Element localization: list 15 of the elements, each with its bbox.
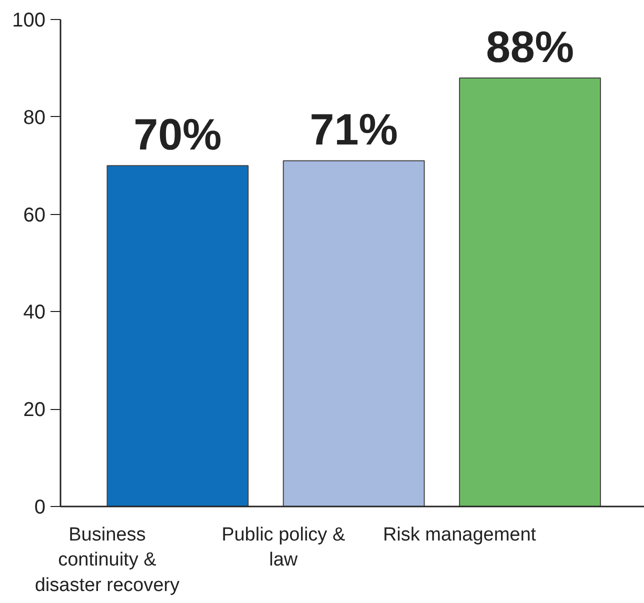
data-label: 70% (134, 110, 222, 160)
bar (282, 160, 425, 506)
x-tick-label: Public policy & law (222, 524, 346, 571)
y-tick-label: 40 (23, 302, 46, 324)
bar (459, 77, 601, 506)
y-tick-label: 80 (23, 106, 46, 129)
x-tick-label: Business continuity & disaster recovery (34, 524, 180, 596)
data-label: 88% (486, 22, 574, 72)
y-tick-label: 0 (34, 496, 46, 518)
y-tick-label: 60 (23, 204, 46, 226)
y-tick-label: 100 (12, 10, 46, 32)
x-tick-label: Risk management (382, 524, 537, 546)
y-tick-label: 20 (23, 399, 46, 422)
bar (106, 165, 249, 506)
data-label: 71% (310, 106, 398, 155)
